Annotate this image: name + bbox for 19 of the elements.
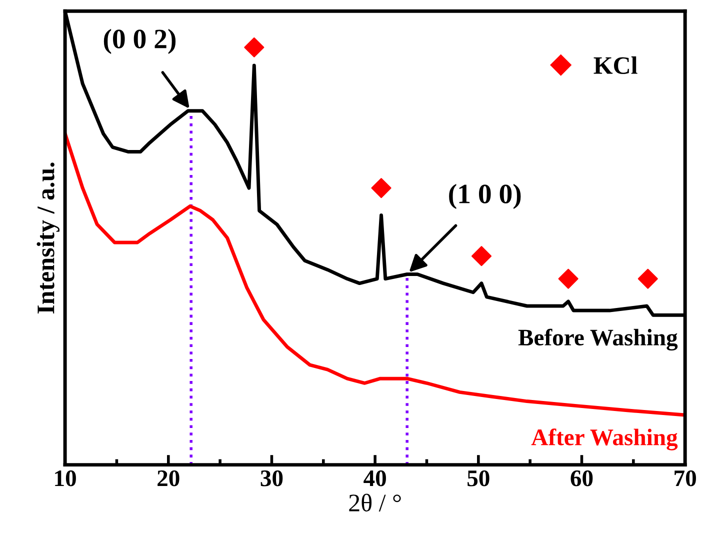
point: [471, 246, 492, 266]
annotation: (1 0 0): [449, 184, 521, 210]
x-tick-label: 40: [364, 470, 386, 486]
x-tick-label: 20: [158, 470, 180, 486]
x-tick-label: 10: [55, 470, 76, 486]
point: [558, 268, 578, 289]
series-label: Before Washing: [518, 328, 678, 351]
annotation: (0 0 2): [104, 28, 176, 54]
x-tick-label: 70: [674, 470, 696, 486]
x-tick-label: 60: [570, 470, 593, 486]
series-label: After Washing: [531, 428, 678, 450]
x-tick-label: 30: [260, 470, 283, 486]
x-tick-label: 50: [468, 470, 490, 486]
point: [371, 178, 392, 198]
y-axis-title: Intensity / a.u.: [36, 162, 60, 314]
point: [244, 37, 264, 58]
legend-label: KCl: [594, 56, 638, 74]
x-axis-title: 2θ / °: [349, 494, 401, 512]
point: [638, 268, 658, 289]
